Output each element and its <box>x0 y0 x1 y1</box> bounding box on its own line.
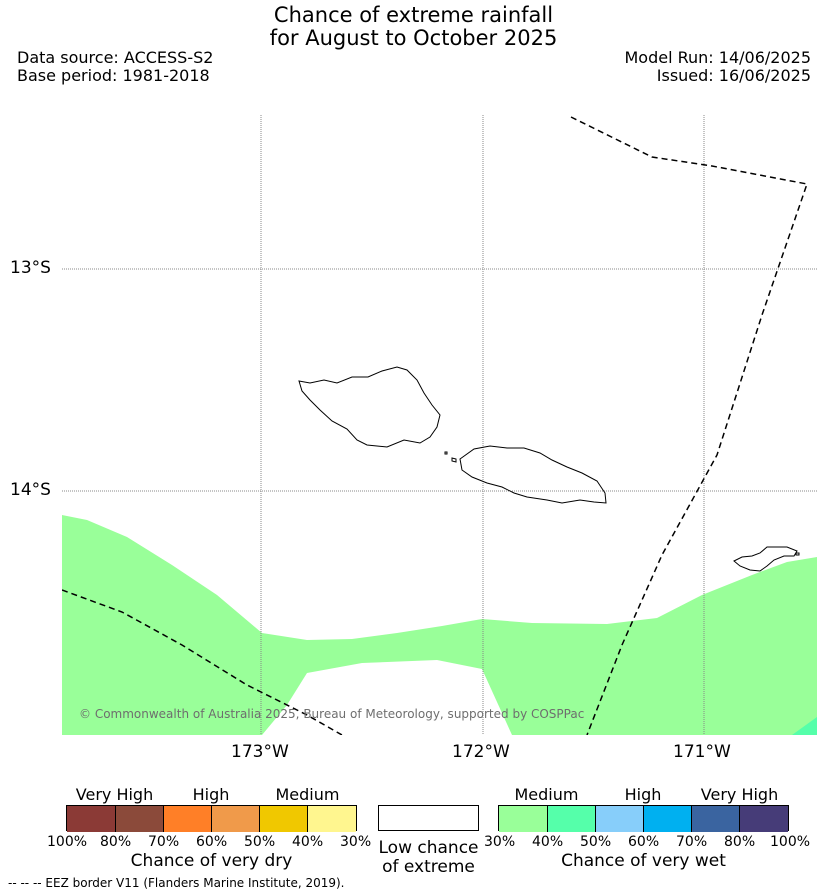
dry-swatch-100-80 <box>67 806 116 832</box>
wet-high-label: High <box>624 785 662 804</box>
data-source-label: Data source: ACCESS-S2 <box>17 48 214 67</box>
wet-very-high-label: Very High <box>700 785 779 804</box>
lat-tick-13s: 13°S <box>10 258 51 278</box>
dry-high-label: High <box>192 785 230 804</box>
dry-pct-30: 30% <box>340 834 372 850</box>
wet-legend-title: Chance of very wet <box>561 851 726 871</box>
wet-pct-60: 60% <box>628 834 660 850</box>
eez-border-north <box>570 116 808 736</box>
issued-label: Issued: 16/06/2025 <box>656 66 811 85</box>
low-chance-line1: Low chance <box>378 838 479 858</box>
dry-swatch-70-60 <box>164 806 212 832</box>
wet-pct-70: 70% <box>676 834 708 850</box>
wet-pct-40: 40% <box>532 834 564 850</box>
lat-tick-14s: 14°S <box>10 480 51 500</box>
lon-tick-172w: 172°W <box>452 742 510 762</box>
dry-legend-title: Chance of very dry <box>130 851 293 871</box>
lon-tick-171w: 171°W <box>673 742 731 762</box>
dry-pct-50: 50% <box>244 834 276 850</box>
wet-pct-80: 80% <box>724 834 756 850</box>
wet-medium-label: Medium <box>514 785 579 804</box>
copyright-text: © Commonwealth of Australia 2025, Bureau… <box>79 707 584 721</box>
dry-pct-60: 60% <box>196 834 228 850</box>
dry-very-high-label: Very High <box>75 785 154 804</box>
island-upolu <box>459 445 607 504</box>
low-chance-swatch <box>378 805 479 831</box>
island-apolima <box>444 451 448 455</box>
wet-pct-30: 30% <box>484 834 516 850</box>
dry-colorbar <box>66 805 357 832</box>
dry-medium-label: Medium <box>275 785 340 804</box>
base-period-label: Base period: 1981-2018 <box>17 66 210 85</box>
wet-swatch-70-80 <box>692 806 740 832</box>
lon-tick-173w: 173°W <box>231 742 289 762</box>
wet-swatch-40-50 <box>548 806 596 832</box>
dry-pct-80: 80% <box>100 834 132 850</box>
low-chance-line2: of extreme <box>382 857 475 877</box>
high-wet-area <box>792 717 817 735</box>
dry-pct-40: 40% <box>292 834 324 850</box>
dry-swatch-40-30 <box>308 806 356 832</box>
map-title-line1: Chance of extreme rainfall <box>273 3 554 27</box>
medium-wet-area <box>62 515 817 735</box>
dry-swatch-50-40 <box>260 806 308 832</box>
dry-pct-100: 100% <box>47 834 88 850</box>
eez-border-west <box>61 589 343 736</box>
eez-footnote: -- -- -- EEZ border V11 (Flanders Marine… <box>8 876 345 890</box>
wet-colorbar <box>498 805 789 832</box>
wet-swatch-60-70 <box>644 806 692 832</box>
map-panel[interactable]: © Commonwealth of Australia 2025, Bureau… <box>61 115 817 736</box>
wet-swatch-50-60 <box>596 806 644 832</box>
wet-swatch-80-100 <box>740 806 788 832</box>
map-title-line2: for August to October 2025 <box>269 26 558 50</box>
map-canvas: © Commonwealth of Australia 2025, Bureau… <box>61 115 817 736</box>
dry-swatch-60-50 <box>212 806 260 832</box>
model-run-label: Model Run: 14/06/2025 <box>624 48 812 67</box>
dry-swatch-80-70 <box>116 806 164 832</box>
island-manono <box>451 457 457 463</box>
wet-pct-50: 50% <box>580 834 612 850</box>
wet-pct-100: 100% <box>770 834 811 850</box>
island-aunuu <box>795 552 800 556</box>
island-savaii <box>298 366 441 448</box>
wet-swatch-30-40 <box>499 806 548 832</box>
dry-pct-70: 70% <box>148 834 180 850</box>
